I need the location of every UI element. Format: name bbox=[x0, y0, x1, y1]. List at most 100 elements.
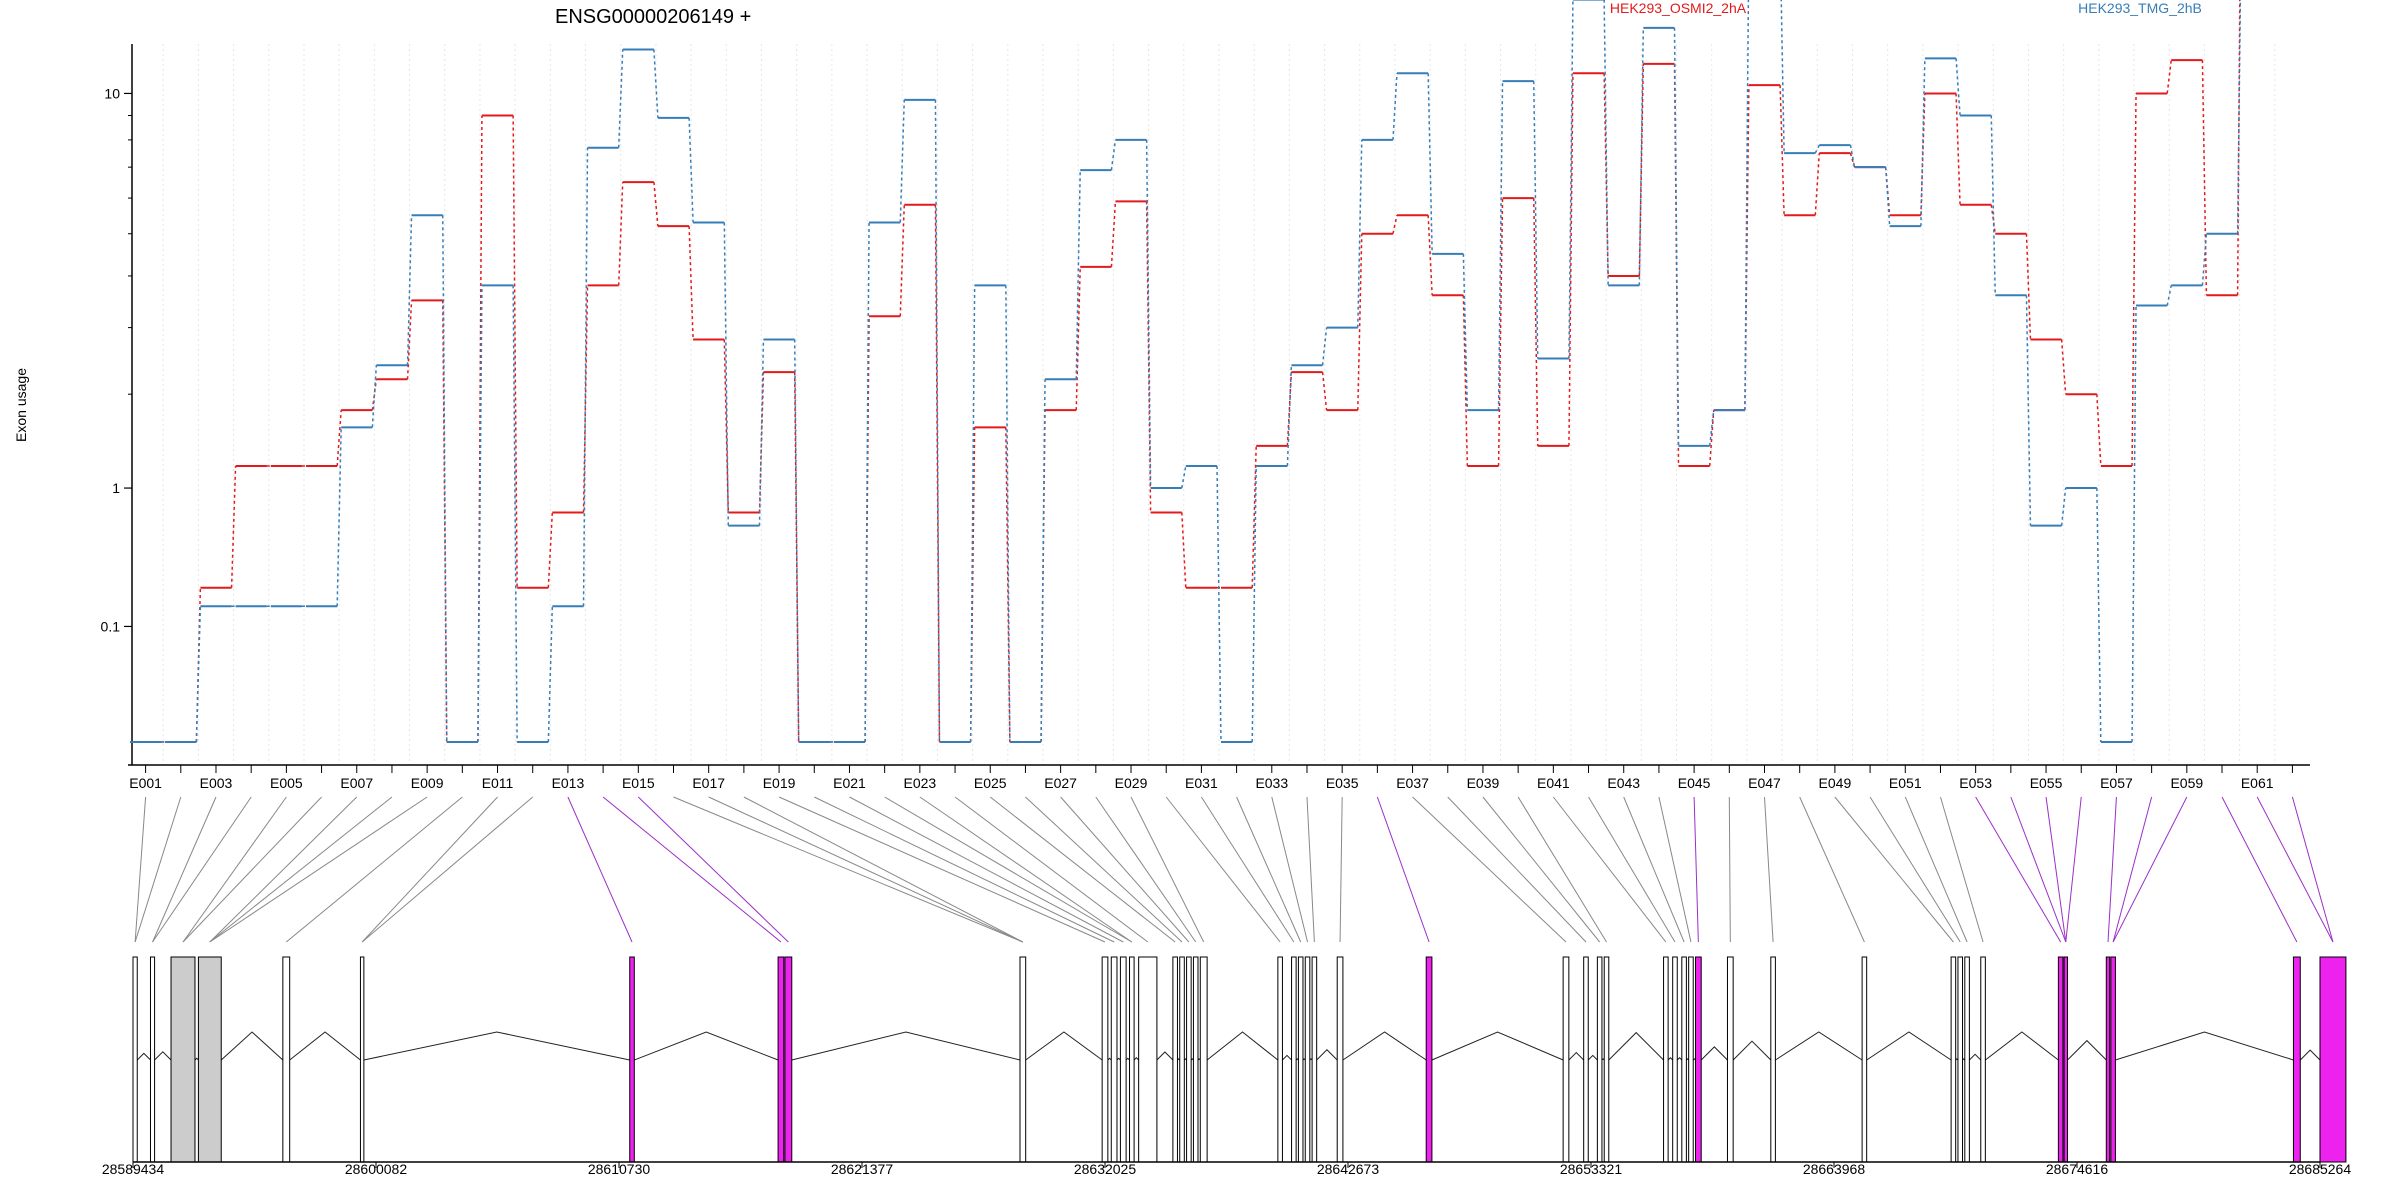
exon-block bbox=[1186, 956, 1192, 1163]
exon-connector bbox=[2256, 796, 2334, 943]
exon-block bbox=[1663, 956, 1669, 1163]
exon-block bbox=[1695, 956, 1702, 1163]
intron bbox=[1985, 1031, 2059, 1061]
exon-connector bbox=[1869, 796, 1961, 943]
exon-connector bbox=[1482, 796, 1601, 943]
usage-connector bbox=[161, 0, 2242, 743]
y-tick-label: 1 bbox=[112, 480, 120, 496]
exon-connector bbox=[637, 796, 789, 943]
exon-connector bbox=[2107, 796, 2117, 943]
exon-block bbox=[1562, 956, 1570, 1163]
plot-area bbox=[130, 0, 2242, 743]
x-tick-label: E041 bbox=[1537, 775, 1570, 791]
exon-block bbox=[1688, 956, 1694, 1163]
exon-connector bbox=[1306, 796, 1315, 943]
exon-connector bbox=[1623, 796, 1685, 943]
x-tick-label: E053 bbox=[1959, 775, 1992, 791]
exon-block bbox=[1304, 956, 1311, 1163]
exon-block bbox=[1957, 956, 1964, 1163]
exon-block bbox=[1192, 956, 1199, 1163]
exon-connector bbox=[2045, 796, 2067, 943]
exon-connector bbox=[1095, 796, 1197, 943]
exon-connector bbox=[1165, 796, 1281, 943]
intron bbox=[1969, 1053, 1982, 1061]
x-tick-label: E043 bbox=[1607, 775, 1640, 791]
x-tick-label: E037 bbox=[1396, 775, 1429, 791]
exon-connector bbox=[1412, 796, 1567, 943]
exon-block bbox=[282, 956, 291, 1163]
intron bbox=[1316, 1049, 1338, 1061]
y-axis: 0.1110203050100 bbox=[101, 44, 133, 765]
exon-block bbox=[2292, 956, 2301, 1163]
intron bbox=[1125, 1057, 1130, 1061]
exon-connector bbox=[361, 796, 534, 943]
exon-connector bbox=[884, 796, 1133, 943]
intron bbox=[1282, 1054, 1292, 1061]
exon-block bbox=[1101, 956, 1109, 1163]
x-tick-label: E001 bbox=[129, 775, 162, 791]
exon-block bbox=[784, 956, 793, 1163]
intron bbox=[1431, 1031, 1564, 1061]
genomic-tick-label: 28674616 bbox=[2046, 1161, 2109, 1177]
exon-block bbox=[1770, 956, 1776, 1163]
exon-connector bbox=[1728, 796, 1731, 943]
x-tick-label: E011 bbox=[482, 775, 514, 791]
exon-block bbox=[1964, 956, 1970, 1163]
exon-connector bbox=[2291, 796, 2334, 943]
exon-block bbox=[2057, 956, 2064, 1163]
exon-block bbox=[2105, 956, 2111, 1163]
exon-block bbox=[2319, 956, 2347, 1163]
genomic-axis: 28589434 28600082 28610730 28621377 28632025… bbox=[102, 1161, 2352, 1177]
exon-connector bbox=[1200, 796, 1295, 943]
genomic-tick-label: 28621377 bbox=[831, 1161, 894, 1177]
x-tick-label: E027 bbox=[1044, 775, 1077, 791]
exon-block bbox=[1603, 956, 1610, 1163]
x-tick-label: E033 bbox=[1255, 775, 1288, 791]
exon-block bbox=[777, 956, 785, 1163]
exon-connector bbox=[209, 796, 393, 943]
x-tick-label: E055 bbox=[2030, 775, 2063, 791]
exon-connector bbox=[1588, 796, 1676, 943]
exon-connector bbox=[152, 796, 217, 943]
x-tick-label: E035 bbox=[1326, 775, 1359, 791]
exon-connector bbox=[954, 796, 1149, 943]
exon-block bbox=[149, 956, 156, 1163]
x-tick-label: E023 bbox=[904, 775, 937, 791]
legend-entry-tmg: HEK293_TMG_2hB bbox=[2078, 0, 2202, 16]
intron bbox=[1775, 1031, 1863, 1061]
exon-connector bbox=[182, 796, 322, 943]
series-1 bbox=[130, 0, 2242, 743]
exon-block bbox=[1110, 956, 1118, 1163]
intron bbox=[1568, 1051, 1585, 1061]
exon-connector bbox=[1236, 796, 1302, 943]
gene-model bbox=[132, 956, 2347, 1163]
intron bbox=[791, 1031, 1021, 1061]
exon-connector bbox=[814, 796, 1115, 943]
exon-block bbox=[1726, 956, 1734, 1163]
exon-connector bbox=[1904, 796, 1968, 943]
y-axis-label: Exon usage bbox=[13, 368, 29, 442]
exon-block bbox=[1336, 956, 1344, 1163]
y-tick-label: 10 bbox=[104, 85, 120, 101]
exon-connector bbox=[1764, 796, 1774, 943]
x-tick-label: E015 bbox=[622, 775, 655, 791]
genomic-tick-label: 28610730 bbox=[588, 1161, 651, 1177]
exon-block bbox=[1277, 956, 1283, 1163]
intron bbox=[1732, 1040, 1772, 1061]
genomic-tick-label: 28653321 bbox=[1560, 1161, 1623, 1177]
exon-block bbox=[1681, 956, 1687, 1163]
x-axis: E001 E003 E005 E007 E009 E011 E013 E015 E017 E019… bbox=[128, 764, 2310, 791]
intron bbox=[1206, 1031, 1279, 1061]
x-tick-label: E031 bbox=[1185, 775, 1218, 791]
exon-connector bbox=[673, 796, 1024, 943]
exon-block bbox=[132, 956, 138, 1163]
exon-connector bbox=[1447, 796, 1587, 943]
exon-connector bbox=[1834, 796, 1954, 943]
intron bbox=[2299, 1049, 2321, 1061]
exon-connector bbox=[743, 796, 1024, 943]
x-tick-label: E061 bbox=[2241, 775, 2274, 791]
genomic-tick-label: 28600082 bbox=[345, 1161, 408, 1177]
x-tick-label: E007 bbox=[340, 775, 373, 791]
x-tick-label: E009 bbox=[411, 775, 444, 791]
vertical-grid bbox=[162, 44, 2276, 765]
